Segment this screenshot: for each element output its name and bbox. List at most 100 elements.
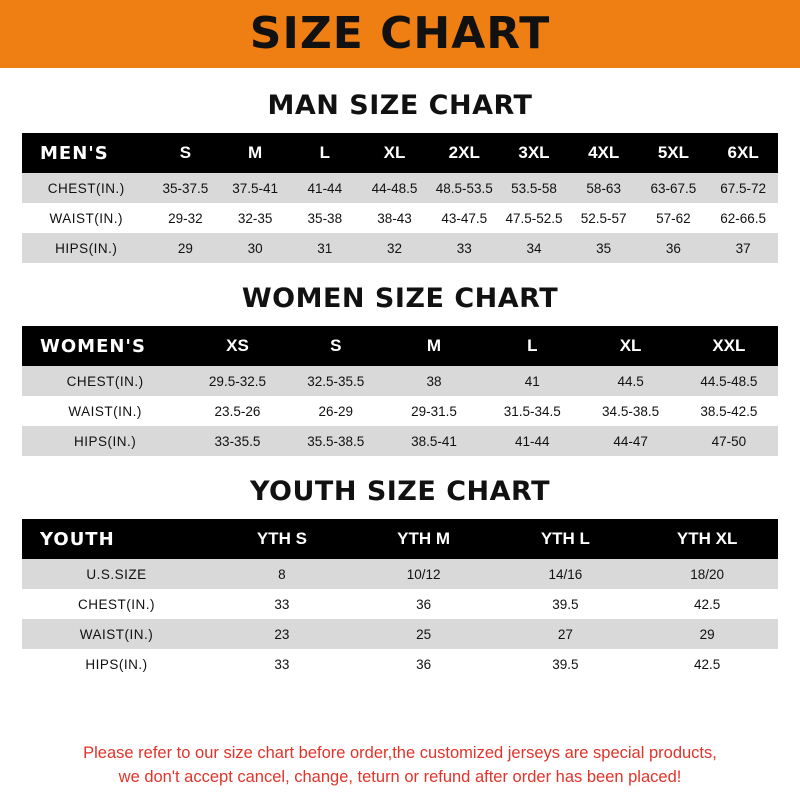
women-row0-cell3: 41: [483, 366, 582, 396]
men-row1-cell0: 29-32: [150, 203, 221, 233]
men-row2-cell6: 35: [568, 233, 639, 263]
women-row0-cell4: 44.5: [581, 366, 680, 396]
men-row1-cell4: 43-47.5: [429, 203, 500, 233]
youth-header-cell-3: YTH L: [494, 519, 637, 559]
women-header-cell-3: M: [384, 326, 484, 366]
men-row0-cell5: 53.5-58: [499, 173, 569, 203]
men-header-cell-8: 5XL: [638, 133, 709, 173]
table-row: CHEST(IN.) 29.5-32.5 32.5-35.5 38 41 44.…: [22, 366, 778, 396]
women-header-cell-5: XL: [581, 326, 680, 366]
youth-row3-cell0: 33: [211, 649, 353, 679]
women-row1-cell1: 26-29: [286, 396, 385, 426]
men-row0-cell8: 67.5-72: [708, 173, 778, 203]
men-row1-cell7: 57-62: [638, 203, 709, 233]
youth-size-table: YOUTH YTH S YTH M YTH L YTH XL U.S.SIZE …: [22, 519, 778, 679]
footer-disclaimer: Please refer to our size chart before or…: [0, 742, 800, 790]
men-size-table: MEN'S S M L XL 2XL 3XL 4XL 5XL 6XL CHEST…: [22, 133, 778, 263]
women-section-title: WOMEN SIZE CHART: [241, 283, 559, 314]
women-header-cell-6: XXL: [679, 326, 778, 366]
table-row: U.S.SIZE 8 10/12 14/16 18/20: [22, 559, 778, 589]
women-row0-label: CHEST(IN.): [22, 366, 189, 396]
youth-section: YOUTH SIZE CHART YOUTH YTH S YTH M YTH L…: [0, 476, 800, 679]
women-header-cell-2: S: [286, 326, 385, 366]
men-row2-cell1: 30: [220, 233, 290, 263]
women-row1-cell0: 23.5-26: [188, 396, 287, 426]
youth-row3-cell2: 39.5: [494, 649, 637, 679]
youth-row2-cell1: 25: [352, 619, 495, 649]
youth-row2-cell3: 29: [636, 619, 778, 649]
men-table-header: MEN'S S M L XL 2XL 3XL 4XL 5XL 6XL: [22, 133, 778, 173]
women-row2-cell5: 47-50: [679, 426, 778, 456]
women-row1-cell2: 29-31.5: [384, 396, 484, 426]
men-row1-cell5: 47.5-52.5: [499, 203, 569, 233]
men-row1-cell1: 32-35: [220, 203, 290, 233]
women-row0-cell5: 44.5-48.5: [679, 366, 778, 396]
women-row1-label: WAIST(IN.): [22, 396, 189, 426]
men-row2-cell8: 37: [708, 233, 778, 263]
youth-row1-cell1: 36: [352, 589, 495, 619]
youth-row1-cell0: 33: [211, 589, 353, 619]
table-header-row: YOUTH YTH S YTH M YTH L YTH XL: [22, 519, 778, 559]
youth-row0-cell3: 18/20: [636, 559, 778, 589]
youth-row0-cell0: 8: [211, 559, 353, 589]
youth-table-header: YOUTH YTH S YTH M YTH L YTH XL: [22, 519, 778, 559]
women-row2-cell3: 41-44: [483, 426, 582, 456]
men-row1-label: WAIST(IN.): [22, 203, 151, 233]
youth-header-cell-1: YTH S: [211, 519, 353, 559]
men-header-cell-9: 6XL: [708, 133, 778, 173]
women-row0-cell0: 29.5-32.5: [188, 366, 287, 396]
youth-row1-label: CHEST(IN.): [22, 589, 211, 619]
men-row0-cell0: 35-37.5: [150, 173, 221, 203]
men-row1-cell3: 38-43: [359, 203, 430, 233]
men-header-cell-0: MEN'S: [22, 133, 151, 173]
women-row1-cell5: 38.5-42.5: [679, 396, 778, 426]
women-row1-cell4: 34.5-38.5: [581, 396, 680, 426]
women-size-table: WOMEN'S XS S M L XL XXL CHEST(IN.) 29.5-…: [22, 326, 778, 456]
women-row0-cell1: 32.5-35.5: [286, 366, 385, 396]
women-header-cell-0: WOMEN'S: [22, 326, 189, 366]
men-table-body: CHEST(IN.) 35-37.5 37.5-41 41-44 44-48.5…: [22, 173, 778, 263]
men-row2-cell4: 33: [429, 233, 500, 263]
table-header-row: MEN'S S M L XL 2XL 3XL 4XL 5XL 6XL: [22, 133, 778, 173]
men-section: MAN SIZE CHART MEN'S S M L XL 2XL 3XL 4X…: [0, 90, 800, 263]
youth-header-cell-0: YOUTH: [22, 519, 211, 559]
footer-line-2: we don't accept cancel, change, teturn o…: [118, 768, 682, 787]
men-header-cell-1: S: [150, 133, 221, 173]
women-section: WOMEN SIZE CHART WOMEN'S XS S M L XL XXL: [0, 283, 800, 456]
table-row: HIPS(IN.) 33 36 39.5 42.5: [22, 649, 778, 679]
men-row2-label: HIPS(IN.): [22, 233, 151, 263]
youth-row2-label: WAIST(IN.): [22, 619, 211, 649]
youth-row0-label: U.S.SIZE: [22, 559, 211, 589]
table-row: WAIST(IN.) 23 25 27 29: [22, 619, 778, 649]
table-header-row: WOMEN'S XS S M L XL XXL: [22, 326, 778, 366]
men-row1-cell6: 52.5-57: [568, 203, 639, 233]
youth-table-body: U.S.SIZE 8 10/12 14/16 18/20 CHEST(IN.) …: [22, 559, 778, 679]
header-banner: SIZE CHART: [0, 0, 800, 70]
youth-row3-cell1: 36: [352, 649, 495, 679]
men-header-cell-3: L: [289, 133, 360, 173]
footer-line-1: Please refer to our size chart before or…: [83, 744, 717, 763]
youth-section-title: YOUTH SIZE CHART: [249, 476, 551, 507]
youth-row2-cell2: 27: [494, 619, 637, 649]
women-header-cell-4: L: [483, 326, 582, 366]
men-row0-label: CHEST(IN.): [22, 173, 151, 203]
men-row0-cell4: 48.5-53.5: [429, 173, 500, 203]
women-row2-cell2: 38.5-41: [384, 426, 484, 456]
youth-row1-cell2: 39.5: [494, 589, 637, 619]
youth-row3-cell3: 42.5: [636, 649, 778, 679]
men-row0-cell3: 44-48.5: [359, 173, 430, 203]
youth-header-cell-4: YTH XL: [636, 519, 778, 559]
men-row0-cell6: 58-63: [568, 173, 639, 203]
men-row0-cell7: 63-67.5: [638, 173, 709, 203]
men-row0-cell1: 37.5-41: [220, 173, 290, 203]
men-row0-cell2: 41-44: [289, 173, 360, 203]
men-header-cell-5: 2XL: [429, 133, 500, 173]
youth-row0-cell2: 14/16: [494, 559, 637, 589]
table-row: HIPS(IN.) 29 30 31 32 33 34 35 36 37: [22, 233, 778, 263]
women-header-cell-1: XS: [188, 326, 287, 366]
youth-row1-cell3: 42.5: [636, 589, 778, 619]
youth-row3-label: HIPS(IN.): [22, 649, 211, 679]
women-row0-cell2: 38: [384, 366, 484, 396]
men-header-cell-6: 3XL: [499, 133, 569, 173]
